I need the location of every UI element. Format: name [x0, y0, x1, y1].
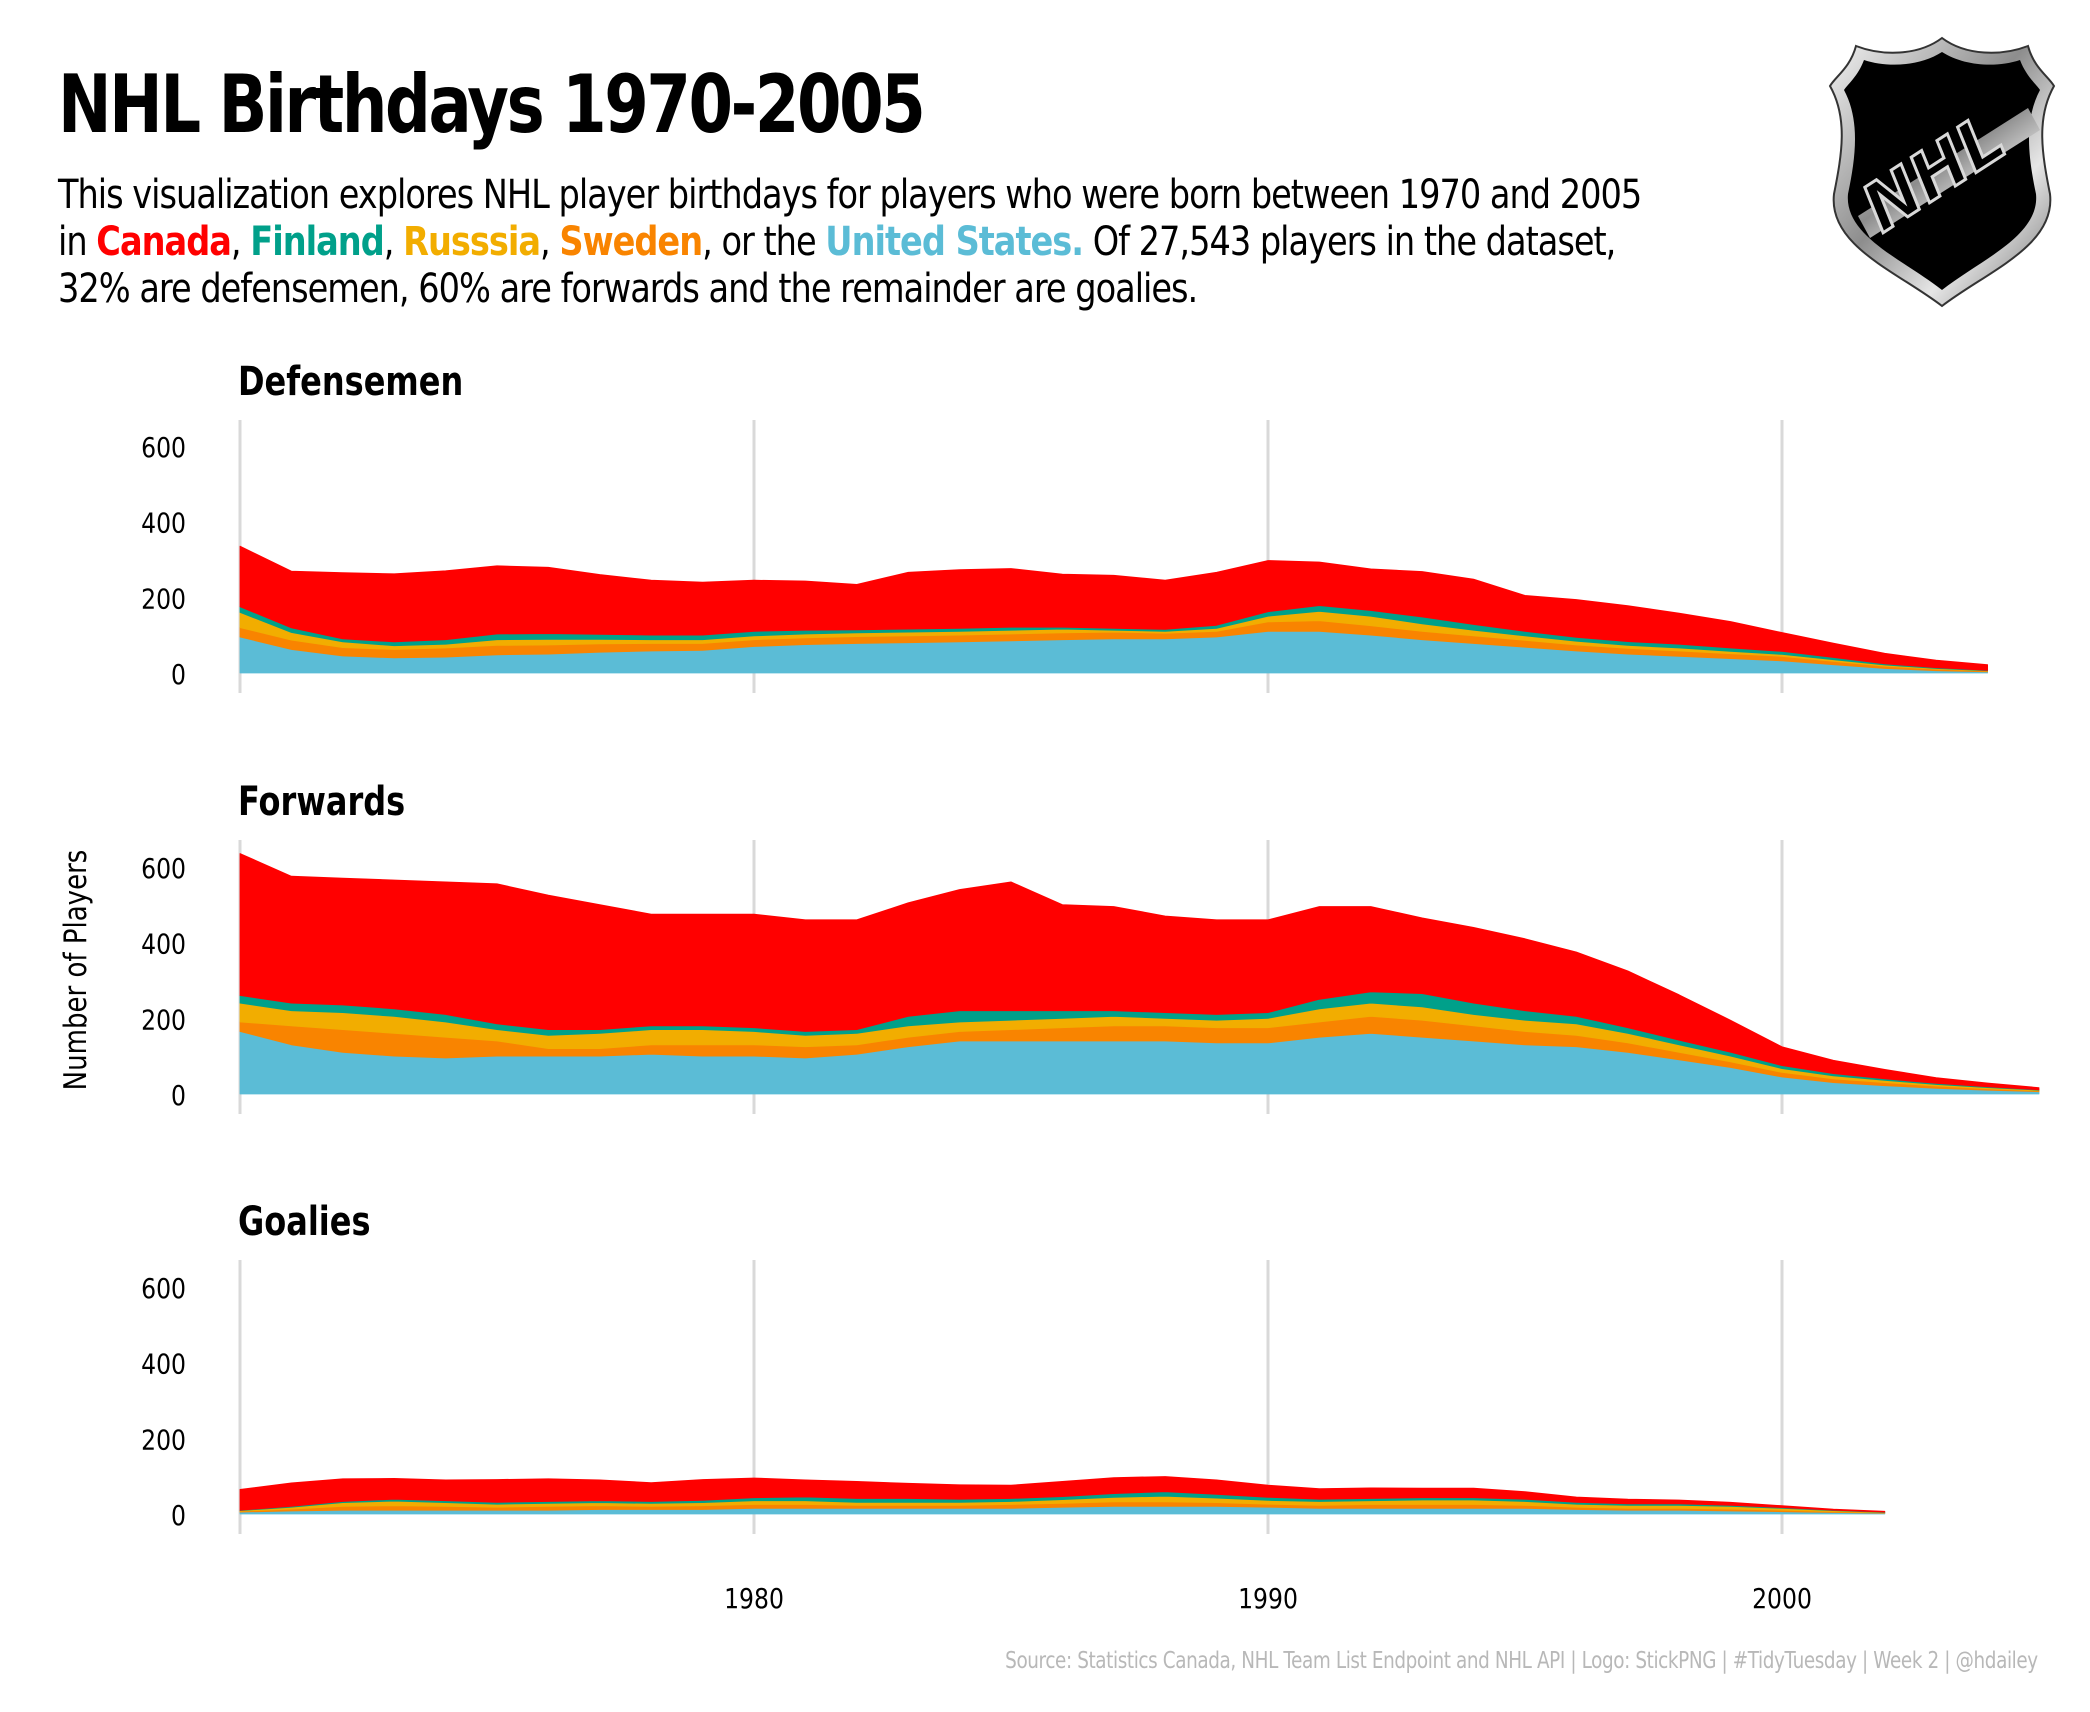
subtitle-line-3: 32% are defensemen, 60% are forwards and… — [58, 266, 1198, 312]
nhl-shield-logo-icon: NHL — [1828, 36, 2056, 308]
defensemen-y-tick-label: 400 — [141, 508, 186, 540]
x-tick-label: 1990 — [1238, 1583, 1298, 1615]
forwards-area-canada — [239, 853, 2040, 1091]
goalies-area-canada — [239, 1476, 1886, 1513]
subtitle-sweden: Sweden — [559, 219, 703, 265]
source-caption: Source: Statistics Canada, NHL Team List… — [1005, 1648, 2038, 1674]
chart-subtitle: This visualization explores NHL player b… — [58, 172, 1642, 313]
subtitle-usa: United States. — [825, 219, 1084, 265]
chart-title: NHL Birthdays 1970-2005 — [58, 58, 926, 151]
subtitle-sep-1: , — [230, 219, 251, 265]
forwards-y-tick-label: 0 — [171, 1080, 186, 1112]
defensemen-area-canada — [239, 545, 1988, 671]
defensemen-y-tick-label: 200 — [141, 583, 186, 615]
subtitle-canada: Canada — [96, 219, 232, 265]
x-tick-label: 2000 — [1752, 1583, 1812, 1615]
subtitle-sep-3: , — [540, 219, 560, 265]
defensemen-panel-title: Defensemen — [238, 357, 463, 404]
subtitle-sep-2: , — [383, 219, 404, 265]
forwards-y-tick-label: 600 — [141, 853, 186, 885]
defensemen-y-tick-label: 0 — [171, 659, 186, 691]
forwards-y-tick-label: 400 — [141, 929, 186, 961]
goalies-panel-title: Goalies — [238, 1197, 371, 1244]
forwards-y-tick-label: 200 — [141, 1004, 186, 1036]
forwards-panel-title: Forwards — [238, 777, 405, 824]
goalies-y-tick-label: 0 — [171, 1500, 186, 1532]
subtitle-sep-4: , or the — [702, 219, 826, 265]
y-axis-label: Number of Players — [57, 850, 94, 1091]
subtitle-russia: Russsia — [403, 219, 541, 265]
goalies-y-tick-label: 200 — [141, 1424, 186, 1456]
goalies-y-tick-label: 400 — [141, 1349, 186, 1381]
subtitle-line-1: This visualization explores NHL player b… — [58, 172, 1642, 218]
subtitle-pre: in — [58, 219, 97, 265]
goalies-y-tick-label: 600 — [141, 1273, 186, 1305]
subtitle-post: Of 27,543 players in the dataset, — [1083, 219, 1617, 265]
subtitle-finland: Finland — [250, 219, 385, 265]
x-tick-label: 1980 — [724, 1583, 784, 1615]
defensemen-y-tick-label: 600 — [141, 432, 186, 464]
